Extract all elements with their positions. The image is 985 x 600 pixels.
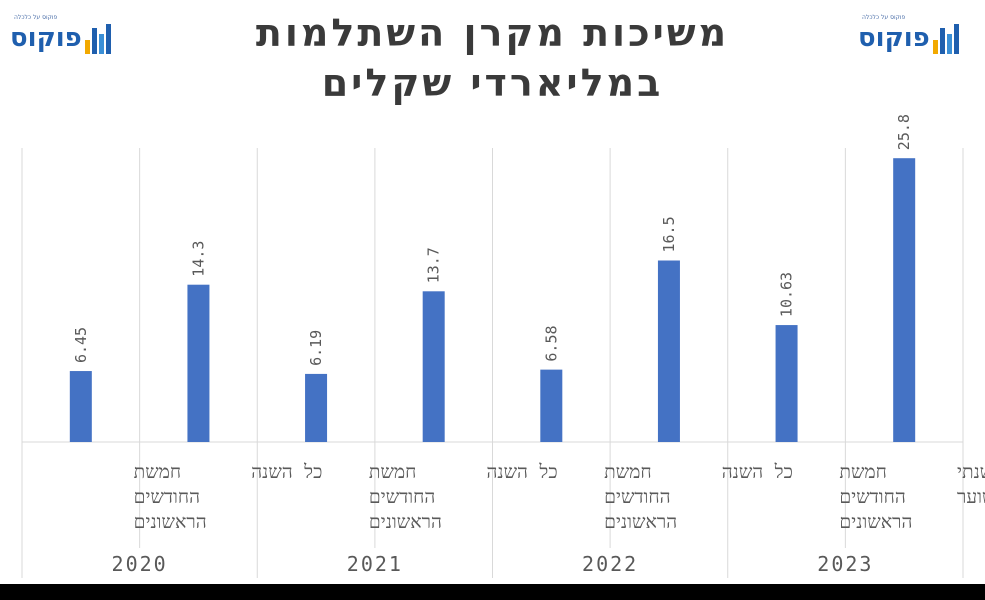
logo-tagline: פוקוס על כלכלה [14, 14, 58, 21]
data-bar [187, 284, 210, 442]
category-label: החודשים [839, 486, 905, 508]
bar-chart: 2023 25.8 קצב שנתי משוער 10.63 חמשת החודשים הרא… [21, 114, 985, 578]
data-bar [69, 371, 92, 442]
data-bar [775, 325, 798, 442]
data-bar [540, 369, 563, 442]
year-label: 2022 [582, 552, 638, 576]
data-bar [305, 373, 328, 442]
category-label: הראשונים [839, 511, 912, 533]
category-label: החודשים [369, 486, 435, 508]
logo-bars-icon [932, 22, 959, 54]
data-bar [657, 260, 680, 442]
logo-bars-icon [84, 22, 111, 54]
data-label: 25.8 [895, 114, 913, 150]
chart-title: משיכות מקרן השתלמות במליארדי שקלים [255, 11, 730, 105]
category-label: כל השנה [487, 461, 558, 483]
category-label: החודשים [604, 486, 670, 508]
category-label: משוער [957, 486, 985, 508]
data-label: 16.5 [660, 216, 678, 252]
year-label: 2021 [347, 552, 403, 576]
category-label: הראשונים [134, 511, 207, 533]
category-label: כל השנה [251, 461, 322, 483]
logo-tagline: פוקוס על כלכלה [862, 14, 906, 21]
data-label: 6.58 [542, 325, 560, 361]
category-label: כל השנה [722, 461, 793, 483]
year-label: 2023 [817, 552, 873, 576]
focus-logo-right: פוקוס על כלכלה פוקוס [858, 14, 959, 58]
category-label: קצב שנתי [957, 461, 985, 483]
category-label: חמשת [369, 461, 417, 483]
data-label: 6.45 [72, 327, 90, 363]
data-bar [422, 291, 445, 442]
category-label: חמשת [604, 461, 652, 483]
year-label: 2020 [112, 552, 168, 576]
bottom-black-bar [0, 584, 985, 600]
data-label: 10.63 [778, 272, 796, 317]
category-label: חמשת [839, 461, 887, 483]
data-bar [893, 158, 916, 442]
category-label: הראשונים [369, 511, 442, 533]
data-label: 14.3 [189, 241, 207, 277]
logo-text: פוקוס [10, 23, 82, 53]
focus-logo-left: פוקוס על כלכלה פוקוס [10, 14, 111, 58]
category-label: הראשונים [604, 511, 677, 533]
data-label: 6.19 [307, 330, 325, 366]
data-label: 13.7 [425, 247, 443, 283]
logo-text: פוקוס [858, 23, 930, 53]
category-label: חמשת [134, 461, 182, 483]
category-label: החודשים [134, 486, 200, 508]
